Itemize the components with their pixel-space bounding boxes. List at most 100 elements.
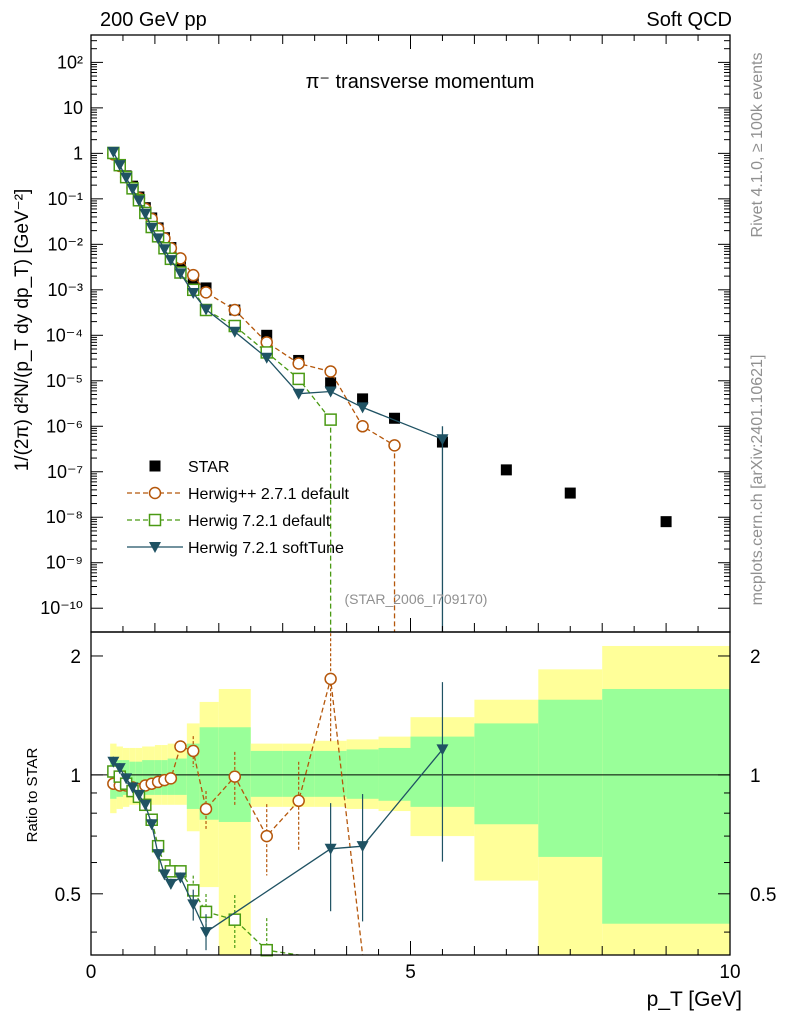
ratio-point-herwig-7-2-1-softtune	[152, 849, 165, 861]
data-point-herwig-7-2-1-softtune	[356, 402, 369, 414]
ratio-y-tick-label-right: 2	[750, 647, 761, 668]
legend-label-herwig-2-7-1-default: Herwig++ 2.7.1 default	[188, 486, 350, 503]
header-left: 200 GeV pp	[100, 9, 207, 31]
legend-label-herwig-7-2-1-softtune: Herwig 7.2.1 softTune	[188, 540, 344, 557]
main-plot-frame	[90, 34, 731, 633]
data-point-herwig-2-7-1-default	[388, 439, 401, 452]
main-y-axis-label: 1/(2π) d²N/(p_T dy dp_T) [GeV⁻²]	[12, 189, 33, 472]
ratio-point-herwig-7-2-1-softtune	[139, 799, 152, 811]
main-title: π⁻ transverse momentum	[306, 71, 535, 93]
ratio-y-tick-label: 2	[70, 647, 81, 668]
main-y-tick-label: 10⁻²	[47, 234, 83, 254]
ratio-point-herwig-7-2-1-softtune	[126, 782, 139, 794]
data-point-star	[261, 329, 273, 341]
main-y-tick-label: 10⁻³	[47, 280, 83, 300]
main-y-tick-label: 1	[73, 143, 83, 163]
legend-label-herwig-7-2-1-default: Herwig 7.2.1 default	[188, 513, 331, 530]
data-point-herwig-7-2-1-softtune	[436, 434, 449, 446]
data-point-star	[500, 464, 512, 476]
data-point-herwig-7-2-1-softtune	[292, 388, 305, 400]
main-y-tick-label: 10	[63, 98, 83, 118]
main-y-tick-label: 10⁻¹	[47, 189, 83, 209]
ratio-point-herwig-2-7-1-default	[199, 802, 213, 816]
data-point-herwig-7-2-1-softtune	[139, 208, 152, 220]
data-point-herwig-2-7-1-default	[186, 268, 200, 282]
main-y-tick-label: 10⁻⁴	[46, 325, 83, 345]
main-y-tick-label: 10²	[57, 52, 83, 72]
ratio-y-tick-label: 0.5	[55, 885, 81, 906]
series-line-herwig-7-2-1-softtune	[112, 151, 443, 440]
analysis-id: (STAR_2006_I709170)	[345, 591, 488, 607]
data-point-star	[564, 487, 576, 499]
rivet-label: Rivet 4.1.0, ≥ 100k events	[749, 53, 766, 238]
ratio-band-green	[346, 749, 379, 799]
ratio-point-herwig-7-2-1-softtune	[158, 869, 171, 881]
ratio-y-tick-label-right: 0.5	[750, 885, 776, 906]
data-point-star	[357, 393, 369, 405]
ratio-point-herwig-7-2-1-softtune	[436, 744, 449, 756]
data-point-herwig-7-2-1-softtune	[260, 352, 273, 364]
ratio-point-herwig-2-7-1-default	[324, 672, 337, 686]
mcplots-label: mcplots.cern.ch [arXiv:2401.10621]	[749, 355, 766, 606]
ratio-point-herwig-7-2-1-softtune	[164, 878, 177, 890]
ratio-band-green	[250, 750, 283, 797]
data-point-herwig-7-2-1-softtune	[158, 244, 171, 256]
ratio-band-green	[129, 761, 136, 795]
data-point-herwig-2-7-1-default	[356, 420, 369, 433]
ratio-point-herwig-7-2-1-softtune	[187, 899, 200, 911]
main-y-tick-label: 10⁻⁶	[46, 416, 83, 436]
x-axis-label: p_T [GeV]	[647, 988, 742, 1011]
legend-marker-herwig-7-2-1-softtune	[149, 542, 161, 553]
legend-marker-star	[149, 460, 161, 472]
data-point-star	[389, 412, 401, 424]
legend-label-star: STAR	[188, 459, 229, 476]
ratio-point-herwig-7-2-1-softtune	[145, 819, 158, 831]
data-point-herwig-7-2-1-default	[292, 372, 305, 386]
legend-marker-herwig-2-7-1-default	[148, 486, 162, 500]
ratio-band-green	[174, 758, 187, 795]
ratio-point-herwig-7-2-1-softtune	[356, 841, 369, 853]
main-y-tick-label: 10⁻⁸	[46, 507, 83, 527]
data-point-herwig-7-2-1-softtune	[152, 233, 165, 245]
ratio-band-green	[602, 688, 730, 924]
data-point-herwig-7-2-1-softtune	[324, 386, 337, 398]
data-point-herwig-2-7-1-default	[228, 303, 242, 317]
ratio-point-herwig-7-2-1-default	[260, 943, 273, 957]
ratio-point-herwig-7-2-1-softtune	[107, 756, 120, 768]
ratio-band-green	[135, 761, 143, 795]
data-point-herwig-7-2-1-softtune	[113, 160, 126, 172]
data-point-herwig-7-2-1-softtune	[107, 146, 120, 158]
header-right: Soft QCD	[646, 9, 732, 31]
data-point-herwig-2-7-1-default	[292, 357, 305, 370]
ratio-point-herwig-7-2-1-softtune	[200, 927, 213, 939]
ratio-band-green	[378, 747, 411, 801]
data-point-star	[660, 516, 672, 528]
data-point-herwig-2-7-1-default	[324, 365, 337, 378]
ratio-point-herwig-2-7-1-default	[292, 794, 305, 808]
main-y-tick-label: 10⁻⁹	[46, 553, 83, 573]
ratio-point-herwig-7-2-1-default	[228, 913, 242, 926]
ratio-band-green	[538, 699, 603, 857]
ratio-y-axis-label: Ratio to STAR	[24, 747, 41, 842]
data-point-herwig-7-2-1-softtune	[164, 255, 177, 267]
ratio-point-herwig-7-2-1-softtune	[113, 763, 126, 775]
ratio-point-herwig-7-2-1-softtune	[132, 789, 145, 801]
data-point-herwig-7-2-1-default	[324, 413, 337, 426]
legend-marker-herwig-7-2-1-default	[148, 513, 162, 527]
ratio-y-tick-label-right: 1	[750, 766, 761, 787]
ratio-y-tick-label: 1	[70, 766, 81, 787]
ratio-band-green	[186, 743, 200, 809]
ratio-point-herwig-2-7-1-default	[260, 829, 273, 843]
ratio-band-green	[474, 723, 539, 825]
data-point-herwig-7-2-1-softtune	[126, 183, 139, 195]
ratio-point-herwig-2-7-1-default	[186, 744, 200, 758]
main-y-tick-label: 10⁻⁵	[46, 371, 83, 391]
data-point-herwig-2-7-1-default	[199, 286, 213, 299]
ratio-line-herwig-7-2-1-default	[112, 770, 299, 956]
data-point-star	[325, 377, 337, 389]
ratio-x-tick-label: 5	[405, 962, 416, 983]
ratio-x-tick-label: 10	[719, 962, 740, 983]
data-point-herwig-7-2-1-softtune	[120, 172, 133, 184]
main-y-tick-label: 10⁻¹⁰	[40, 598, 83, 618]
